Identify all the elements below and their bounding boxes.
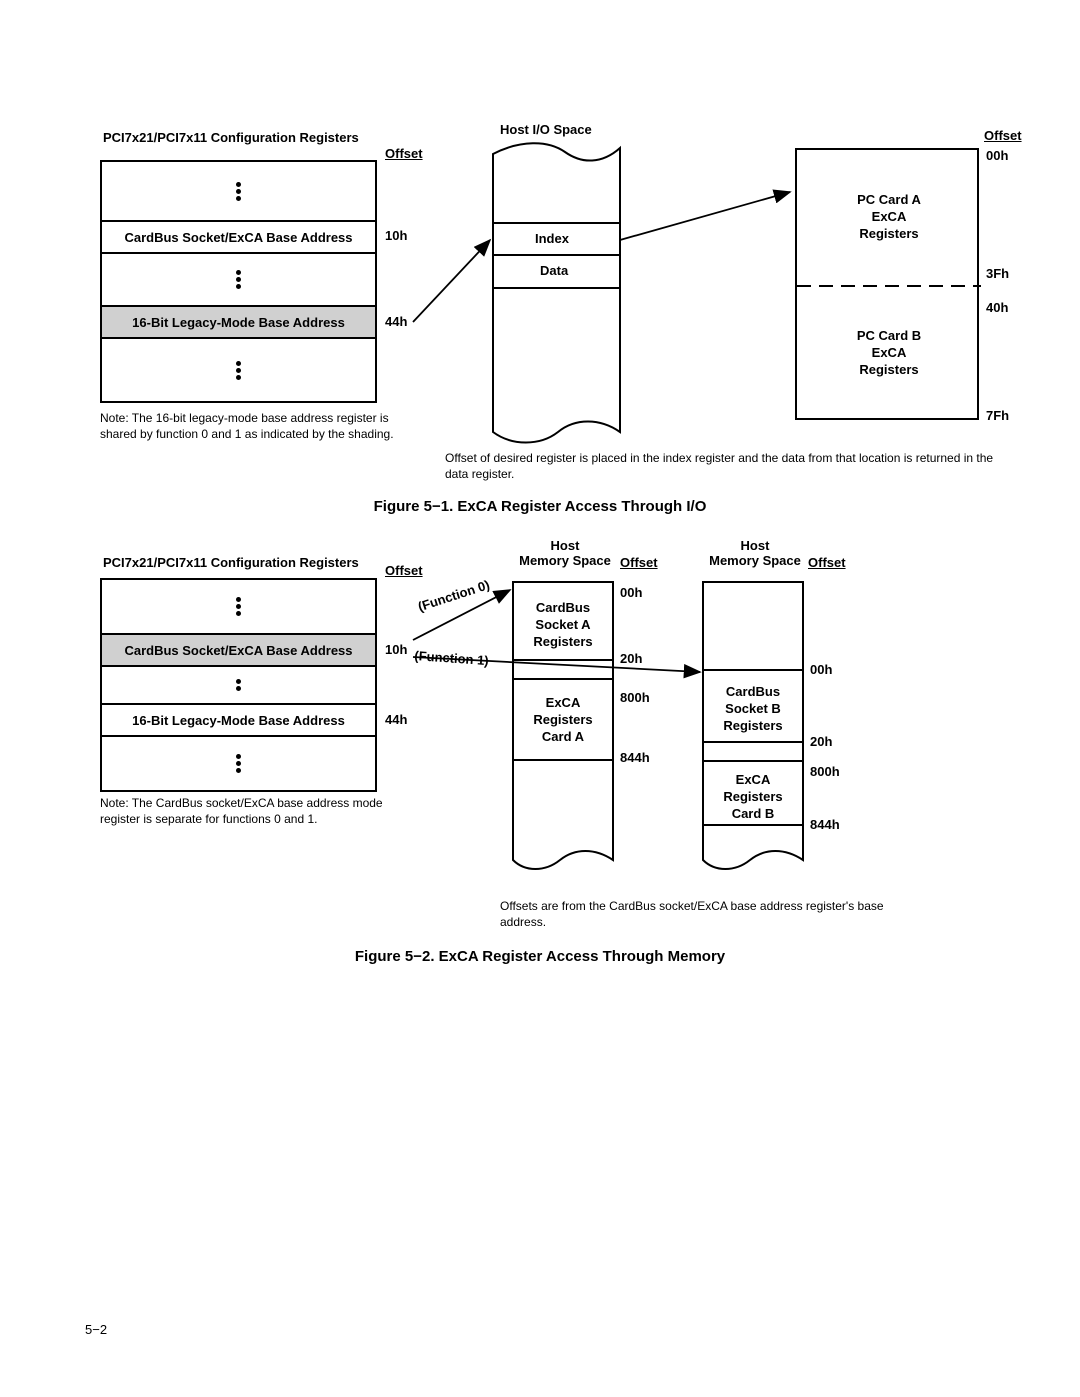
page-number: 5−2 — [85, 1322, 107, 1337]
fig2-caption-below: Offsets are from the CardBus socket/ExCA… — [500, 898, 920, 930]
fig2-caption: Figure 5−2. ExCA Register Access Through… — [0, 948, 1080, 965]
fig2-arrows — [0, 0, 1080, 1397]
